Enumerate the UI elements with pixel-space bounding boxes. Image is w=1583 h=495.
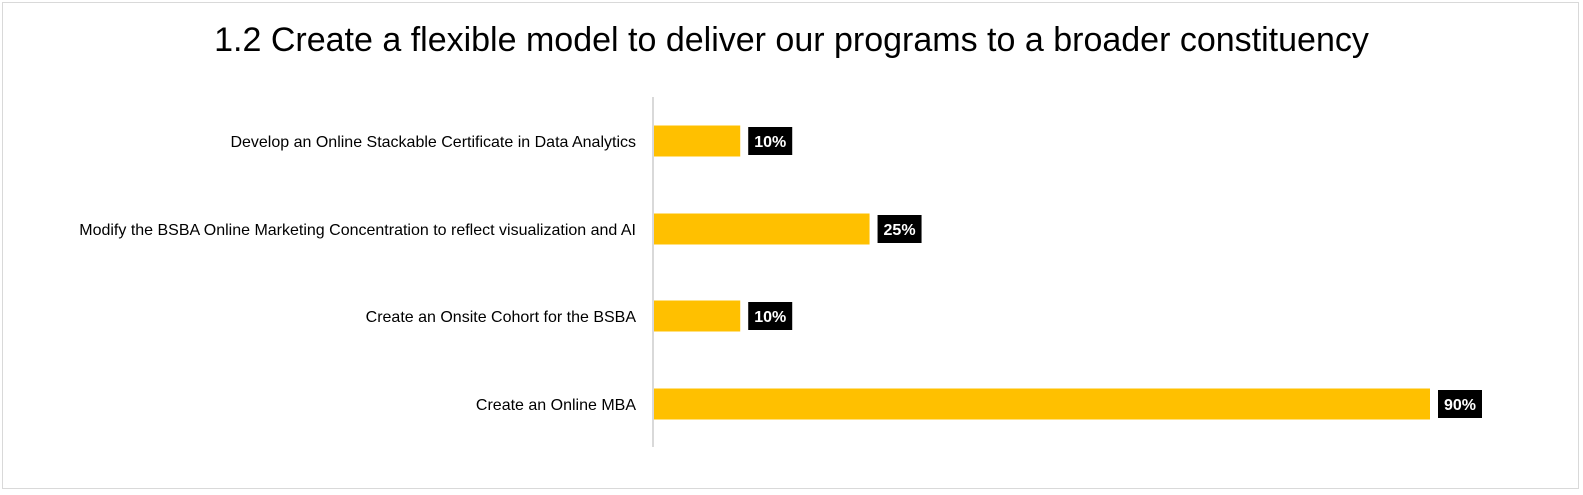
data-label: 90% [1444,397,1476,414]
data-label: 10% [754,134,786,151]
chart-title: 1.2 Create a flexible model to deliver o… [214,21,1369,59]
data-label-box [748,302,793,330]
bar [654,125,741,157]
category-label: Modify the BSBA Online Marketing Concent… [79,222,636,239]
category-label: Create an Onsite Cohort for the BSBA [366,309,637,326]
bar [654,388,1430,420]
bar [654,300,741,332]
category-label: Create an Online MBA [476,397,636,414]
data-label: 10% [754,309,786,326]
category-label: Develop an Online Stackable Certificate … [230,134,636,151]
data-label-box [877,215,922,243]
data-label-box [1438,390,1482,418]
bars-layer: Develop an Online Stackable Certificate … [79,97,1482,447]
data-label-box [748,127,793,155]
bar [654,213,870,245]
data-label: 25% [884,222,916,239]
